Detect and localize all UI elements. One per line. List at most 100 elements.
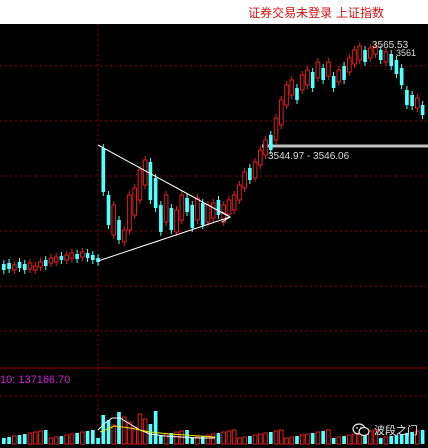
- candle: [383, 51, 389, 63]
- volume-bar: [310, 433, 315, 444]
- volume-bar: [221, 431, 227, 445]
- volume-label: 10: 137166.70: [0, 374, 71, 386]
- volume-bar: [336, 436, 342, 445]
- volume-bar: [367, 430, 373, 445]
- candle: [153, 178, 158, 208]
- volume-bar: [32, 431, 38, 445]
- candle: [195, 197, 200, 221]
- candle: [305, 69, 310, 86]
- volume-bar: [405, 433, 409, 444]
- candle: [242, 171, 247, 189]
- candle: [363, 50, 367, 62]
- candle: [352, 49, 357, 65]
- volume-bar: [53, 436, 59, 445]
- volume-bar: [205, 434, 211, 445]
- candle: [326, 61, 331, 77]
- candle: [75, 254, 79, 259]
- candle: [248, 168, 252, 180]
- volume-bar: [85, 431, 90, 444]
- volume-bar: [80, 431, 85, 445]
- candle: [216, 200, 221, 215]
- volume-bar: [195, 436, 200, 445]
- candle: [64, 254, 69, 261]
- candle: [7, 263, 11, 269]
- volume-bar: [226, 430, 232, 445]
- candle: [121, 229, 127, 243]
- candle: [90, 255, 95, 260]
- volume-bar: [257, 433, 263, 445]
- candles: [2, 42, 425, 274]
- volume-bar: [363, 432, 367, 444]
- volume-bar: [210, 433, 216, 445]
- volume-bar: [394, 435, 399, 444]
- candle: [185, 198, 189, 212]
- volume-bar: [331, 438, 336, 444]
- candle: [132, 187, 138, 216]
- volume-bar: [174, 431, 179, 445]
- watermark: 波段之门: [352, 422, 418, 438]
- candle: [289, 79, 295, 96]
- price-band-label: 3544.97 - 3546.06: [268, 151, 350, 162]
- candle: [101, 148, 106, 192]
- candle: [257, 149, 263, 166]
- candle: [205, 204, 211, 223]
- volume-bar: [216, 433, 221, 444]
- triangle-pattern: [97, 144, 231, 262]
- volume-bar: [346, 434, 352, 445]
- candle: [11, 264, 17, 271]
- volume-bar: [69, 433, 75, 445]
- volume-bar: [378, 438, 383, 444]
- candle: [394, 60, 399, 74]
- candle: [142, 159, 148, 186]
- volume-bar: [27, 432, 33, 445]
- candle: [342, 66, 346, 80]
- volume-bar: [252, 434, 258, 445]
- volume-bar: [96, 438, 100, 444]
- volume-bar: [373, 429, 378, 445]
- candle: [69, 252, 75, 259]
- volume-ma-line-2: [99, 425, 216, 438]
- candle: [210, 202, 216, 219]
- volume-bar: [17, 435, 22, 444]
- candle: [299, 74, 305, 91]
- candle: [310, 72, 315, 88]
- top-bar: 证券交易未登录 上证指数: [0, 0, 428, 24]
- candle: [96, 258, 100, 262]
- candle: [415, 97, 420, 109]
- candle: [420, 105, 425, 115]
- candle: [53, 256, 59, 263]
- candle: [389, 54, 394, 66]
- volume-bar: [64, 434, 69, 445]
- volume-bar: [289, 436, 295, 445]
- volume-bar: [295, 436, 299, 444]
- candle: [378, 50, 383, 60]
- candle: [252, 161, 258, 179]
- volume-bar: [326, 429, 331, 445]
- volume-bar: [268, 432, 273, 444]
- volume-bar: [420, 430, 425, 444]
- candle: [410, 95, 414, 106]
- wechat-icon: [352, 423, 370, 437]
- candle: [405, 90, 409, 105]
- volume-bar: [342, 436, 346, 444]
- volume-bar: [237, 437, 242, 445]
- volume-bar: [242, 436, 247, 445]
- volume-bar: [121, 416, 127, 445]
- volume-bar: [190, 438, 195, 444]
- high-price-label: 3565.53: [372, 40, 409, 51]
- volume-bar: [7, 437, 11, 444]
- candle: [190, 205, 195, 228]
- candle: [295, 88, 299, 100]
- candle: [357, 45, 363, 61]
- volume-bar: [248, 436, 252, 444]
- volume-bar: [278, 429, 284, 445]
- candle: [111, 204, 117, 236]
- volume-bar: [106, 420, 111, 444]
- window-title: 证券交易未登录 上证指数: [248, 6, 384, 20]
- candlestick-chart[interactable]: [0, 24, 428, 448]
- volume-bar: [200, 436, 205, 444]
- volume-bar: [273, 430, 279, 445]
- candle: [200, 203, 205, 225]
- candle: [367, 47, 373, 59]
- candle: [284, 84, 289, 106]
